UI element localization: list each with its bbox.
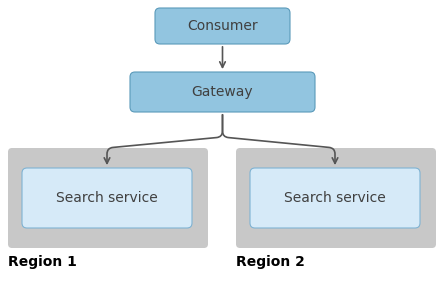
- Text: Consumer: Consumer: [187, 19, 258, 33]
- Text: Region 2: Region 2: [236, 255, 305, 269]
- FancyBboxPatch shape: [155, 8, 290, 44]
- FancyBboxPatch shape: [8, 148, 208, 248]
- FancyBboxPatch shape: [130, 72, 315, 112]
- Text: Gateway: Gateway: [192, 85, 254, 99]
- Text: Search service: Search service: [56, 191, 158, 205]
- Text: Region 1: Region 1: [8, 255, 77, 269]
- FancyBboxPatch shape: [250, 168, 420, 228]
- FancyBboxPatch shape: [22, 168, 192, 228]
- Text: Search service: Search service: [284, 191, 386, 205]
- FancyBboxPatch shape: [236, 148, 436, 248]
